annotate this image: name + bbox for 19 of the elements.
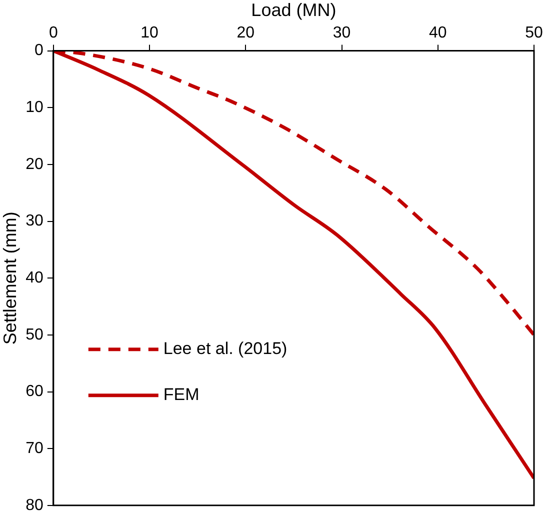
y-tick-label: 70	[26, 440, 44, 457]
legend-label: Lee et al. (2015)	[163, 339, 288, 358]
y-tick-label: 80	[26, 496, 44, 514]
y-tick-label: 20	[26, 156, 44, 173]
y-tick-label: 60	[26, 383, 44, 400]
y-tick-label: 50	[26, 326, 44, 344]
y-tick-label: 40	[26, 270, 44, 287]
x-tick-label: 50	[525, 24, 543, 42]
y-axis-title: Settlement (mm)	[0, 212, 20, 345]
x-tick-label: 0	[48, 24, 58, 42]
x-tick-label: 40	[428, 24, 447, 42]
legend-label: FEM	[163, 385, 200, 404]
x-tick-label: 30	[332, 24, 351, 42]
x-axis-title: Load (MN)	[251, 0, 336, 20]
x-tick-label: 10	[140, 24, 159, 42]
y-tick-label: 30	[26, 212, 44, 230]
y-tick-label: 0	[34, 42, 44, 60]
y-tick-label: 10	[26, 99, 44, 116]
x-tick-label: 20	[236, 24, 255, 42]
